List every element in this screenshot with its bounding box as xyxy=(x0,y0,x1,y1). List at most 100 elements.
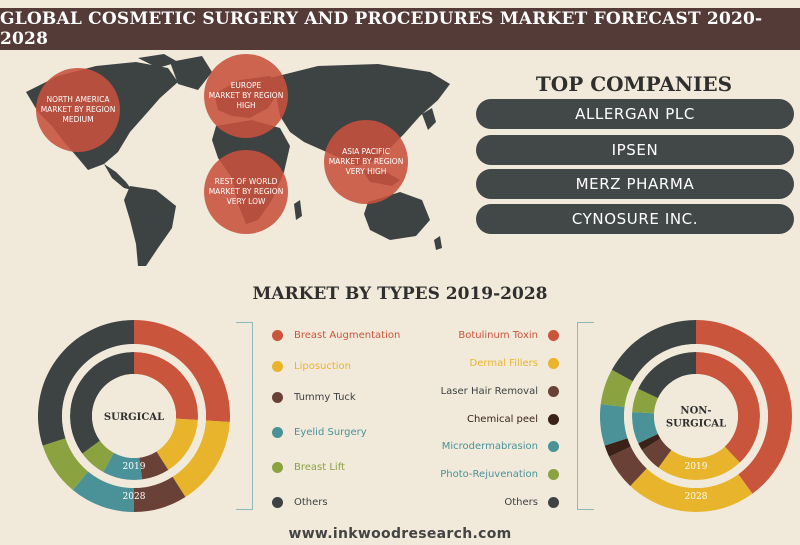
legend-item: Breast Augmentation xyxy=(272,328,400,342)
region-name: ASIA PACIFIC xyxy=(342,147,390,157)
donut-segment-2019-3 xyxy=(103,452,143,480)
donut-segment-2019-1 xyxy=(156,418,198,471)
donut-segment-2019-2 xyxy=(139,451,169,480)
legend-label: Liposuction xyxy=(294,360,352,372)
region-rest-of-world: REST OF WORLD MARKET BY REGION VERY LOW xyxy=(204,150,288,234)
left-bracket xyxy=(236,322,253,510)
legend-item: Eyelid Surgery xyxy=(272,425,367,439)
region-asia-pacific: ASIA PACIFIC MARKET BY REGION VERY HIGH xyxy=(324,120,408,204)
legend-item: Chemical peel xyxy=(411,412,559,426)
legend-swatch xyxy=(272,329,283,341)
top-companies-heading: TOP COMPANIES xyxy=(535,72,733,96)
legend-swatch xyxy=(548,468,559,480)
region-europe: EUROPE MARKET BY REGION HIGH xyxy=(204,54,288,138)
main-title: GLOBAL COSMETIC SURGERY AND PROCEDURES M… xyxy=(0,8,800,50)
donut-segment-2028-2 xyxy=(134,476,186,512)
right-bracket xyxy=(577,322,594,510)
legend-swatch xyxy=(272,461,283,473)
donut-segment-2028-5 xyxy=(600,369,633,407)
legend-swatch xyxy=(272,496,283,508)
legend-label: Tummy Tuck xyxy=(294,391,356,403)
region-level: MEDIUM xyxy=(62,114,94,124)
world-map: NORTH AMERICA MARKET BY REGION MEDIUM EU… xyxy=(18,54,458,269)
legend-label: Chemical peel xyxy=(466,413,538,425)
footer-url: www.inkwoodresearch.com xyxy=(288,526,512,542)
region-level: VERY HIGH xyxy=(345,166,387,176)
legend-item: Others xyxy=(272,495,328,509)
company-pill: MERZ PHARMA xyxy=(476,169,794,199)
surgical-donut-chart: SURGICAL 2019 2028 xyxy=(37,320,230,512)
legend-label: Botulinum Toxin xyxy=(458,329,538,341)
donut-segment-2028-4 xyxy=(42,438,89,490)
legend-swatch xyxy=(272,426,283,438)
region-level: VERY LOW xyxy=(226,196,266,206)
region-caption: MARKET BY REGION xyxy=(208,91,284,101)
legend-swatch xyxy=(548,385,559,397)
legend-label: Laser Hair Removal xyxy=(440,385,538,397)
ring-year-label: 2019 xyxy=(123,462,146,472)
donut-segment-2019-3 xyxy=(638,433,661,451)
legend-item: Microdermabrasion xyxy=(411,439,559,453)
donut-segment-2019-4 xyxy=(632,411,658,444)
legend-label: Breast Lift xyxy=(294,461,345,473)
legend-label: Photo-Rejuvenation xyxy=(440,468,538,480)
legend-label: Microdermabrasion xyxy=(441,440,538,452)
region-name: REST OF WORLD xyxy=(214,177,278,187)
donut-segment-2019-2 xyxy=(641,438,672,468)
region-caption: MARKET BY REGION xyxy=(208,187,284,197)
donut-segment-2028-1 xyxy=(172,420,230,498)
donut-segment-2028-3 xyxy=(72,471,134,512)
legend-swatch xyxy=(548,357,559,369)
donut-segment-2028-2 xyxy=(609,446,647,486)
ring-gap xyxy=(62,344,206,488)
legend-label: Dermal Fillers xyxy=(469,357,538,369)
legend-swatch xyxy=(548,496,559,508)
legend-swatch xyxy=(272,360,283,372)
donut-center-label: SURGICAL xyxy=(104,412,164,423)
donut-segment-2028-6 xyxy=(611,320,696,382)
legend-swatch xyxy=(548,440,559,452)
legend-item: Breast Lift xyxy=(272,460,345,474)
ring-year-label: 2019 xyxy=(685,462,708,472)
donut-center-label: NON- xyxy=(680,406,711,417)
donut-segment-2019-0 xyxy=(134,352,198,421)
legend-swatch xyxy=(548,329,559,341)
legend-item: Photo-Rejuvenation xyxy=(411,467,559,481)
donut-segment-2028-3 xyxy=(604,438,631,457)
donut-segment-2028-4 xyxy=(600,403,628,446)
donut-center xyxy=(92,374,176,458)
region-level: HIGH xyxy=(236,100,256,110)
donut-segment-2019-5 xyxy=(632,388,658,414)
donut-segment-2019-6 xyxy=(638,352,696,399)
donut-center xyxy=(654,374,738,458)
legend-item: Others xyxy=(411,495,559,509)
legend-item: Laser Hair Removal xyxy=(411,384,559,398)
legend-item: Botulinum Toxin xyxy=(411,328,559,342)
company-pill: ALLERGAN PLC xyxy=(476,99,794,129)
legend-item: Liposuction xyxy=(272,359,351,373)
donut-segment-2028-0 xyxy=(134,320,230,423)
non-surgical-donut-chart: NON- SURGICAL 2019 2028 xyxy=(600,320,792,512)
legend-item: Dermal Fillers xyxy=(411,356,559,370)
donut-segment-2019-5 xyxy=(70,352,134,454)
region-caption: MARKET BY REGION xyxy=(328,157,404,167)
market-by-types-heading: MARKET BY TYPES 2019-2028 xyxy=(252,284,548,304)
region-name: EUROPE xyxy=(230,81,262,91)
legend-label: Others xyxy=(294,496,328,508)
donut-segment-2028-1 xyxy=(630,468,753,512)
region-name: NORTH AMERICA xyxy=(46,95,110,105)
legend-item: Tummy Tuck xyxy=(272,390,356,404)
donut-segment-2028-0 xyxy=(696,320,792,494)
legend-label: Breast Augmentation xyxy=(294,329,401,341)
company-pill: CYNOSURE INC. xyxy=(476,204,794,234)
donut-segment-2028-5 xyxy=(37,320,134,446)
donut-segment-2019-0 xyxy=(696,352,760,463)
donut-segment-2019-4 xyxy=(82,440,114,473)
donut-segment-2019-1 xyxy=(658,446,740,480)
ring-year-label: 2028 xyxy=(123,492,146,502)
ring-year-label: 2028 xyxy=(685,492,708,502)
region-caption: MARKET BY REGION xyxy=(40,105,116,115)
region-north-america: NORTH AMERICA MARKET BY REGION MEDIUM xyxy=(36,68,120,152)
ring-gap xyxy=(624,344,768,488)
donut-center-label: SURGICAL xyxy=(666,419,726,430)
